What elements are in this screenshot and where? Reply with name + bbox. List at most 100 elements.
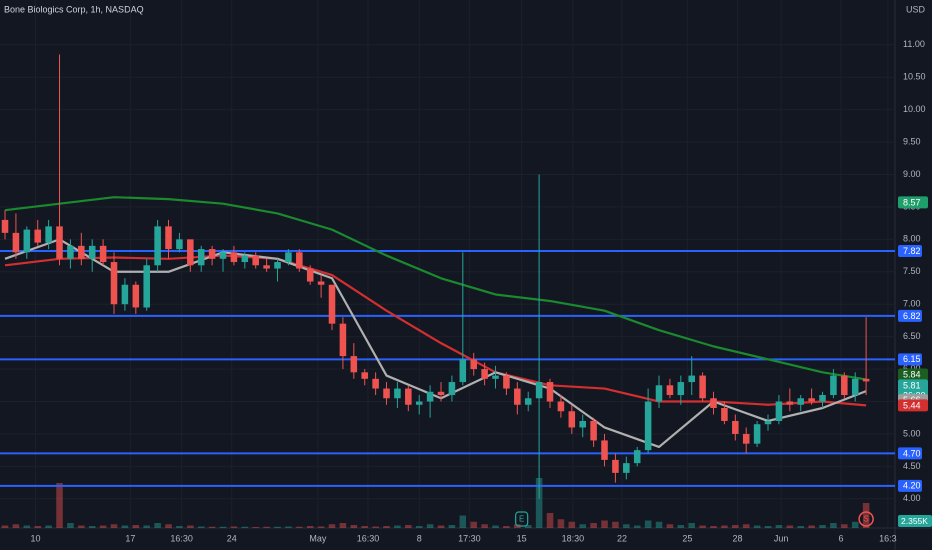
x-tick-label: 16:30 [170, 533, 193, 543]
candle-body [623, 463, 630, 473]
x-tick-label: Jun [774, 533, 789, 543]
volume-bar [241, 526, 249, 528]
candle-body [546, 382, 554, 402]
volume-bar [492, 525, 499, 528]
volume-bar [851, 521, 859, 528]
candle-body [437, 391, 445, 396]
volume-bar [666, 524, 674, 528]
y-tick-label: 6.50 [903, 331, 921, 341]
candle-body [764, 420, 772, 425]
level-label: 4.20 [903, 481, 921, 491]
candle-body [383, 388, 390, 399]
candle-body [666, 385, 674, 396]
volume-bar [328, 524, 336, 528]
y-tick-label: 4.50 [903, 461, 921, 471]
volume-bar [437, 525, 445, 528]
candle-body [732, 420, 739, 434]
candle-body [306, 268, 314, 282]
volume-bar [590, 523, 597, 528]
x-tick-label: 10 [31, 533, 41, 543]
volume-label-bg [898, 515, 932, 527]
volume-bar [274, 526, 281, 528]
volume-bar [99, 525, 107, 528]
volume-bar [252, 527, 259, 528]
volume-bar [644, 520, 652, 528]
volume-bar [568, 521, 576, 528]
candle-body [274, 262, 281, 269]
level-label: 7.82 [903, 246, 921, 256]
currency: USD [906, 4, 926, 14]
candle-body [819, 395, 826, 402]
volume-bar [154, 523, 161, 528]
volume-bar [535, 478, 543, 528]
candle-body [492, 375, 499, 379]
candle-body [230, 252, 238, 263]
volume-bar [546, 513, 554, 528]
x-tick-label: 16:30 [357, 533, 380, 543]
candle-body [176, 239, 183, 250]
candle-body [830, 375, 837, 396]
moving-average [4, 254, 867, 407]
x-tick-label: 28 [732, 533, 742, 543]
price-label: 5.81 [903, 380, 921, 390]
candle-body [110, 262, 118, 305]
x-tick-label: 8 [417, 533, 422, 543]
volume-bar [612, 521, 619, 528]
level-label-bg [898, 447, 922, 460]
volume-bar [208, 526, 216, 528]
volume-bar [219, 526, 227, 528]
candle-body [688, 375, 695, 383]
volume-bar [808, 525, 815, 528]
volume-bar [721, 525, 728, 528]
candle-body [252, 255, 259, 266]
x-tick-label: 25 [682, 533, 692, 543]
volume-bar [797, 526, 804, 528]
volume-bar [524, 525, 532, 528]
candle-body [699, 375, 706, 399]
candle-body [350, 356, 358, 373]
x-tick-label: 17:30 [458, 533, 481, 543]
volume-bar [1, 525, 9, 528]
volume-bar [819, 525, 826, 528]
candle-body [655, 385, 663, 402]
candle-body [557, 401, 565, 412]
volume-bar [230, 526, 238, 528]
candle-body [1, 219, 9, 233]
volume-bar [841, 524, 848, 528]
candle-body [524, 398, 532, 405]
volume-bar [775, 525, 783, 528]
candle-body [677, 382, 685, 396]
volume-bar [296, 526, 303, 528]
marker-label: E [519, 515, 524, 524]
candle-body [841, 375, 848, 396]
candle-body [753, 424, 761, 444]
volume-bar [306, 526, 314, 528]
candle-body [851, 378, 859, 396]
y-tick-label: 11.00 [903, 39, 925, 49]
candle-body [208, 249, 216, 259]
candle-body [197, 249, 205, 266]
candle-body [481, 369, 488, 379]
marker-label: S [863, 515, 868, 524]
candle-body [590, 420, 597, 441]
volume-bar [197, 526, 205, 528]
y-tick-label: 9.50 [903, 136, 921, 146]
candle-body [426, 391, 434, 402]
level-label: 6.15 [903, 354, 921, 364]
volume-bar [34, 526, 41, 528]
candle-body [285, 252, 292, 263]
volume-bar [110, 524, 118, 528]
volume-bar [448, 525, 456, 528]
candle-body [219, 252, 227, 259]
volume-bar [732, 525, 739, 528]
y-tick-label: 8.00 [903, 234, 921, 244]
candle-body [405, 388, 412, 405]
volume-bar [285, 526, 292, 528]
volume-bar [862, 503, 870, 528]
volume-bar [677, 525, 685, 528]
y-tick-label: 9.00 [903, 169, 921, 179]
level-label: 4.70 [903, 448, 921, 458]
